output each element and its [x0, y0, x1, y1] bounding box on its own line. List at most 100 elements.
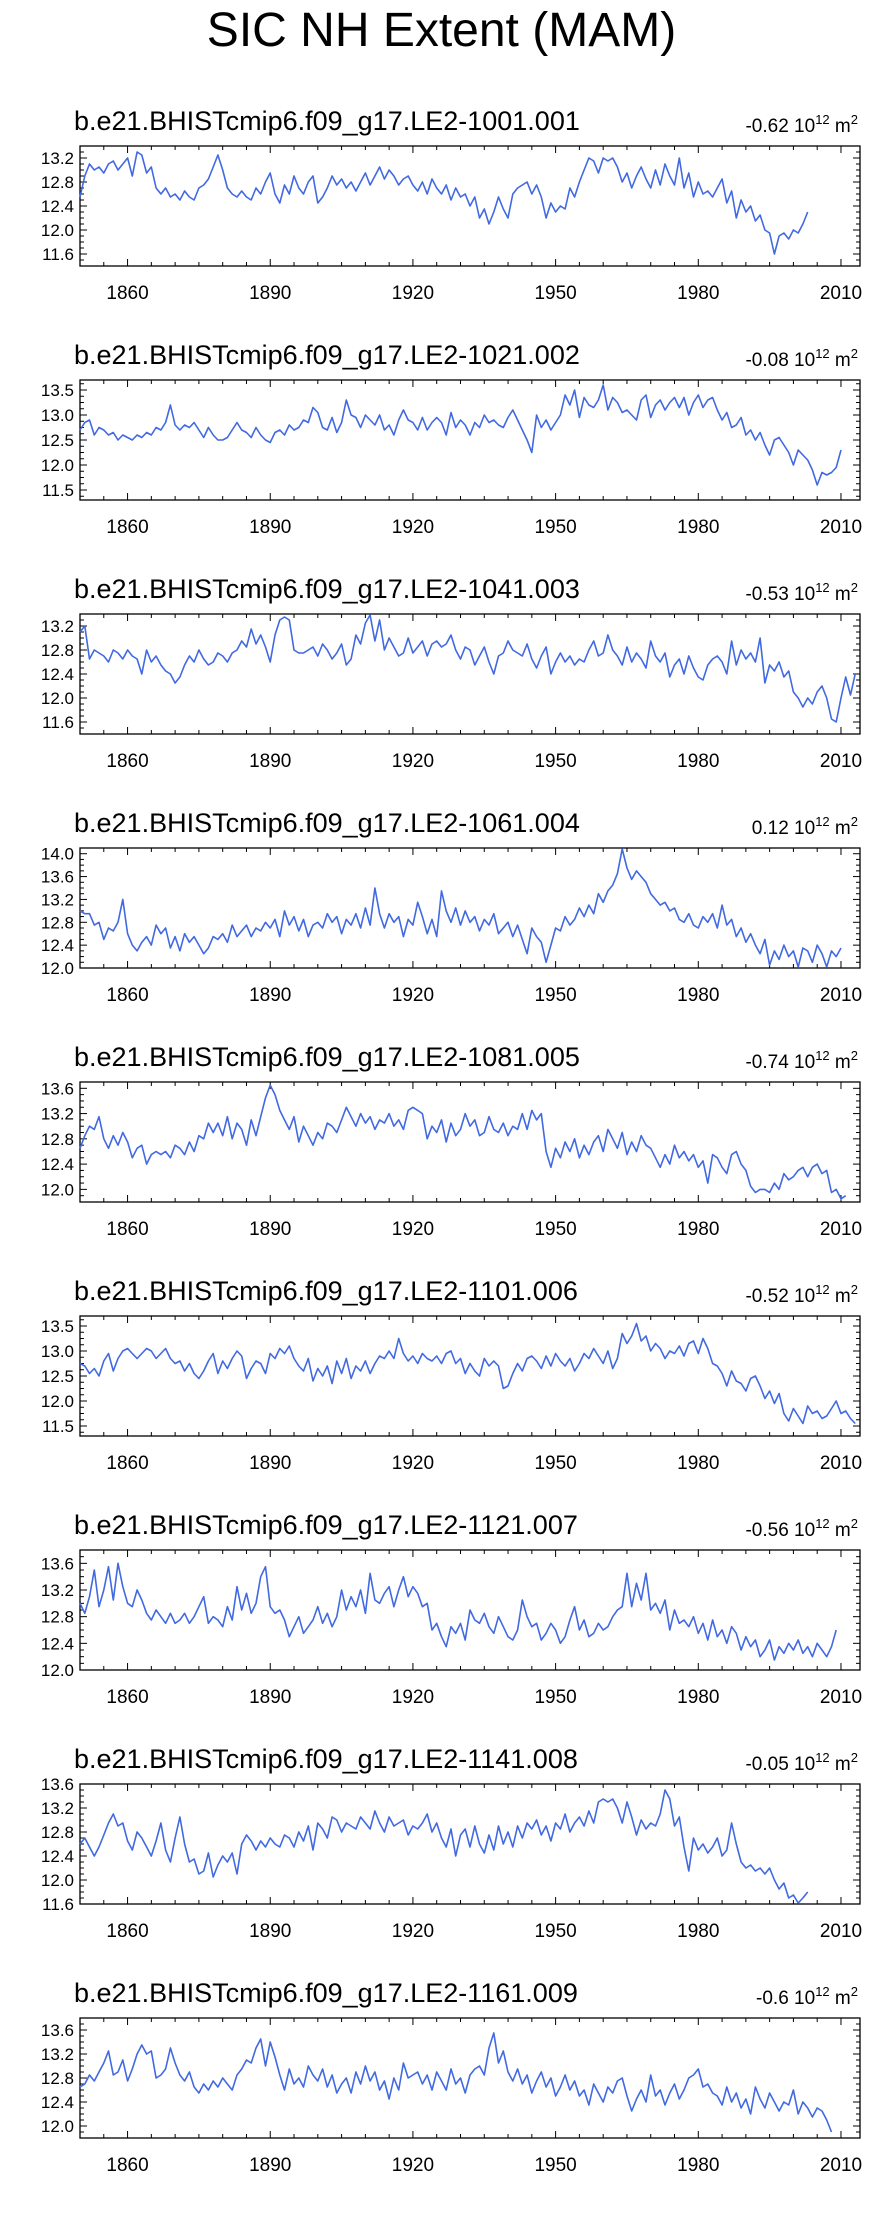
- x-tick-label: 1860: [106, 283, 148, 304]
- trend-label-part: 12: [815, 112, 829, 127]
- trend-label-part: m: [830, 1052, 851, 1073]
- chart-panel: b.e21.BHISTcmip6.f09_g17.LE2-1081.005 -0.…: [41, 1042, 862, 1240]
- x-tick-label: 1860: [106, 1687, 148, 1708]
- y-tick-label: 12.8: [41, 173, 74, 192]
- y-tick-label: 13.2: [41, 1105, 74, 1124]
- x-tick-label: 1860: [106, 517, 148, 538]
- plot-frame: [79, 1081, 861, 1203]
- x-tick-label: 1860: [106, 1921, 148, 1942]
- trend-label-part: 2: [851, 1516, 858, 1531]
- y-tick-label: 12.8: [41, 1608, 74, 1627]
- y-tick-label: 13.0: [41, 1342, 74, 1361]
- plot-frame: [79, 379, 861, 501]
- x-tick-label: 1950: [534, 1921, 576, 1942]
- chart-title: b.e21.BHISTcmip6.f09_g17.LE2-1041.003: [74, 574, 580, 604]
- chart-title: b.e21.BHISTcmip6.f09_g17.LE2-1121.007: [74, 1510, 578, 1540]
- trend-label: -0.74 1012 m2: [745, 1048, 858, 1073]
- y-tick-label: 12.0: [41, 689, 74, 708]
- data-series-line: [79, 1322, 856, 1425]
- x-tick-label: 1950: [534, 1219, 576, 1240]
- trend-label-part: 2: [851, 1984, 858, 1999]
- y-tick-label: 12.8: [41, 913, 74, 932]
- x-tick-label: 1920: [392, 985, 434, 1006]
- y-tick-label: 13.6: [41, 2021, 74, 2040]
- trend-label-part: 2: [851, 814, 858, 829]
- x-tick-label: 1920: [392, 517, 434, 538]
- data-series-line: [79, 384, 842, 486]
- x-tick-label: 1950: [534, 517, 576, 538]
- trend-label-part: 12: [815, 1984, 829, 1999]
- x-tick-label: 1950: [534, 751, 576, 772]
- y-tick-label: 13.2: [41, 1799, 74, 1818]
- trend-label-part: 12: [815, 1048, 829, 1063]
- x-tick-label: 1890: [249, 1453, 291, 1474]
- y-tick-label: 12.0: [41, 1871, 74, 1890]
- data-series-line: [79, 1562, 837, 1661]
- y-tick-label: 12.4: [41, 2093, 74, 2112]
- y-tick-label: 13.5: [41, 1317, 74, 1336]
- trend-label-part: m: [830, 1754, 851, 1775]
- trend-label-part: 2: [851, 580, 858, 595]
- trend-label-part: 0.12 10: [752, 818, 815, 839]
- x-tick-label: 2010: [820, 751, 862, 772]
- y-tick-label: 13.6: [41, 1775, 74, 1794]
- y-tick-label: 13.6: [41, 1554, 74, 1573]
- x-tick-label: 1890: [249, 751, 291, 772]
- y-tick-label: 12.5: [41, 1367, 74, 1386]
- x-tick-label: 2010: [820, 1219, 862, 1240]
- x-tick-label: 1980: [677, 751, 719, 772]
- chart-panel: b.e21.BHISTcmip6.f09_g17.LE2-1021.002 -0.…: [41, 340, 862, 538]
- trend-label-part: 12: [815, 1750, 829, 1765]
- x-tick-label: 1890: [249, 283, 291, 304]
- y-tick-label: 12.8: [41, 641, 74, 660]
- y-tick-label: 11.5: [42, 481, 74, 500]
- x-tick-label: 1890: [249, 985, 291, 1006]
- y-tick-label: 11.6: [42, 1895, 74, 1914]
- trend-label: -0.53 1012 m2: [745, 580, 858, 605]
- x-tick-label: 1860: [106, 1219, 148, 1240]
- chart-title: b.e21.BHISTcmip6.f09_g17.LE2-1021.002: [74, 340, 580, 370]
- x-tick-label: 1950: [534, 2155, 576, 2176]
- y-tick-label: 12.8: [41, 1823, 74, 1842]
- y-tick-label: 11.6: [42, 713, 74, 732]
- y-tick-label: 12.4: [41, 1634, 74, 1653]
- y-tick-label: 12.0: [41, 456, 74, 475]
- trend-label-part: m: [830, 1988, 851, 2009]
- x-tick-label: 1920: [392, 1219, 434, 1240]
- trend-label-part: 12: [815, 814, 829, 829]
- y-tick-label: 13.2: [41, 2045, 74, 2064]
- x-tick-label: 1890: [249, 1219, 291, 1240]
- trend-label-part: -0.62 10: [745, 116, 815, 137]
- x-tick-label: 1860: [106, 751, 148, 772]
- trend-label-part: m: [830, 116, 851, 137]
- y-tick-label: 12.4: [41, 936, 74, 955]
- chart-title: b.e21.BHISTcmip6.f09_g17.LE2-1081.005: [74, 1042, 580, 1072]
- y-tick-label: 13.2: [41, 149, 74, 168]
- trend-label-part: -0.52 10: [745, 1286, 815, 1307]
- data-series-line: [79, 2032, 833, 2133]
- trend-label-part: 2: [851, 1282, 858, 1297]
- y-tick-label: 12.0: [41, 2117, 74, 2136]
- data-series-line: [79, 151, 809, 255]
- x-tick-label: 1980: [677, 1453, 719, 1474]
- trend-label: -0.56 1012 m2: [745, 1516, 858, 1541]
- x-tick-label: 1980: [677, 1687, 719, 1708]
- x-tick-label: 1890: [249, 517, 291, 538]
- y-tick-label: 12.4: [41, 665, 74, 684]
- x-tick-label: 1860: [106, 1453, 148, 1474]
- trend-label: -0.62 1012 m2: [745, 112, 858, 137]
- data-series-line: [79, 1084, 847, 1200]
- data-series-line: [79, 1789, 809, 1904]
- y-tick-label: 12.0: [41, 1392, 74, 1411]
- x-tick-label: 1920: [392, 2155, 434, 2176]
- y-tick-label: 12.4: [41, 1847, 74, 1866]
- x-tick-label: 2010: [820, 517, 862, 538]
- trend-label-part: 2: [851, 346, 858, 361]
- x-tick-label: 1950: [534, 1453, 576, 1474]
- chart-panel: b.e21.BHISTcmip6.f09_g17.LE2-1121.007 -0.…: [41, 1510, 862, 1708]
- plot-frame: [79, 847, 861, 969]
- plot-frame: [79, 613, 861, 735]
- y-tick-label: 13.2: [41, 890, 74, 909]
- x-tick-label: 1980: [677, 985, 719, 1006]
